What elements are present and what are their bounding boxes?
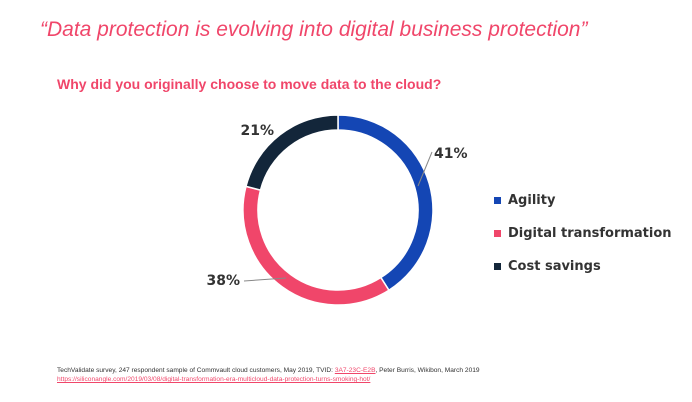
headline: “Data protection is evolving into digita…: [40, 18, 588, 41]
value-label-agility: 41%: [434, 146, 468, 162]
chart-legend: Agility Digital transformation Cost saving…: [494, 184, 672, 283]
footnote-line-2: https://siliconangle.com/2019/03/08/digi…: [57, 375, 480, 384]
donut-slice-cost-savings: [245, 114, 339, 192]
legend-label: Agility: [508, 193, 556, 208]
legend-label: Digital transformation: [508, 226, 672, 241]
legend-swatch: [494, 230, 501, 237]
tvid-link[interactable]: 3A7-23C-E2B: [334, 367, 376, 374]
value-label-digital-transformation: 38%: [206, 273, 240, 289]
legend-label: Cost savings: [508, 259, 601, 274]
footnote-source-text: TechValidate survey, 247 respondent samp…: [57, 367, 335, 374]
legend-item-digital-transformation: Digital transformation: [494, 217, 672, 250]
leader-line-1: [243, 277, 287, 282]
leader-line-0: [417, 151, 433, 187]
legend-item-agility: Agility: [494, 184, 672, 217]
legend-swatch: [494, 263, 501, 270]
donut-slice-digital-transformation: [242, 185, 390, 306]
source-url-link[interactable]: https://siliconangle.com/2019/03/08/digi…: [57, 376, 371, 383]
footnote-source-suffix: , Peter Burris, Wikibon, March 2019: [375, 367, 480, 374]
legend-item-cost-savings: Cost savings: [494, 250, 672, 283]
value-label-cost-savings: 21%: [240, 123, 274, 139]
legend-swatch: [494, 197, 501, 204]
donut-slice-agility: [337, 114, 434, 292]
footnote: TechValidate survey, 247 respondent samp…: [57, 366, 480, 384]
chart-title: Why did you originally choose to move da…: [57, 76, 442, 92]
footnote-line-1: TechValidate survey, 247 respondent samp…: [57, 366, 480, 375]
